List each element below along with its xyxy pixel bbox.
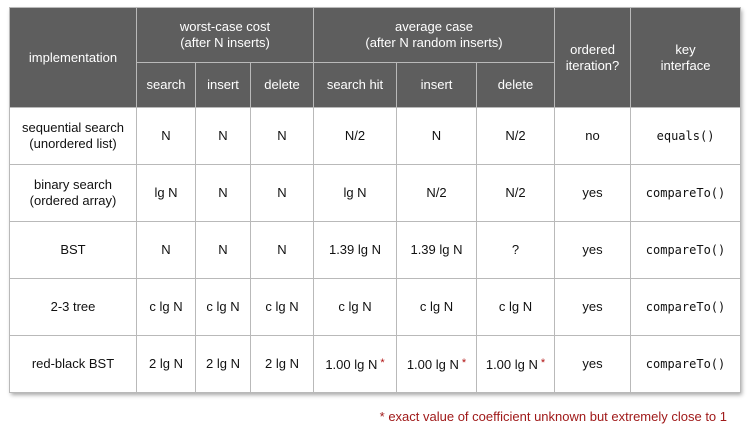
cell-ordered: no xyxy=(554,107,632,165)
cell-avg-insert: c lg N xyxy=(396,278,477,336)
cell-key: equals() xyxy=(630,107,742,165)
cell-avg-delete: ? xyxy=(475,221,556,279)
cell-wc-delete: 2 lg N xyxy=(250,335,314,393)
header-worst-case-line1: worst-case cost xyxy=(179,19,271,34)
cell-wc-insert: N xyxy=(195,107,251,165)
cell-avg-search-hit: lg N xyxy=(313,164,397,222)
cell-wc-search: c lg N xyxy=(136,278,196,336)
cell-wc-delete: N xyxy=(250,221,314,279)
cell-wc-search: N xyxy=(136,221,196,279)
cell-wc-insert: N xyxy=(195,221,251,279)
header-average-case-line2: (after N random inserts) xyxy=(365,35,503,50)
asterisk-mark: * xyxy=(380,357,385,369)
cell-implementation: 2-3 tree xyxy=(9,278,137,336)
header-key-line2: interface xyxy=(660,57,711,73)
cell-avg-search-hit: N/2 xyxy=(313,107,397,165)
cell-key: compareTo() xyxy=(630,221,742,279)
cell-key: compareTo() xyxy=(630,278,742,336)
header-worst-case-line2: (after N inserts) xyxy=(180,35,270,50)
table-header: implementation worst-case cost (after N … xyxy=(9,7,742,108)
subheader-wc-search: search xyxy=(136,62,196,108)
cell-key: compareTo() xyxy=(630,164,742,222)
avg-insert-value: 1.00 lg N xyxy=(406,357,459,372)
table-body: sequential search (unordered list) N N N… xyxy=(9,107,742,393)
cell-wc-delete: c lg N xyxy=(250,278,314,336)
cell-avg-insert: N xyxy=(396,107,477,165)
table-row: red-black BST 2 lg N 2 lg N 2 lg N 1.00 … xyxy=(9,335,742,393)
cell-avg-delete: N/2 xyxy=(475,164,556,222)
table-row: sequential search (unordered list) N N N… xyxy=(9,107,742,165)
cell-wc-search: N xyxy=(136,107,196,165)
cell-avg-insert: 1.00 lg N * xyxy=(396,335,477,393)
cell-avg-search-hit: c lg N xyxy=(313,278,397,336)
subheader-wc-delete: delete xyxy=(250,62,314,108)
impl-detail: (unordered list) xyxy=(29,136,117,151)
header-average-case-line1: average case xyxy=(394,19,474,34)
comparison-table: implementation worst-case cost (after N … xyxy=(9,7,742,393)
impl-detail: (ordered array) xyxy=(29,193,117,208)
cell-avg-insert: N/2 xyxy=(396,164,477,222)
asterisk-mark: * xyxy=(540,357,546,369)
header-worst-case: worst-case cost (after N inserts) xyxy=(136,7,314,63)
header-ordered-line2: iteration? xyxy=(565,57,620,73)
cell-avg-delete: 1.00 lg N * xyxy=(475,335,556,393)
cell-wc-insert: c lg N xyxy=(195,278,251,336)
header-key-interface: key interface xyxy=(630,7,742,108)
cell-key: compareTo() xyxy=(630,335,742,393)
avg-delete-value: 1.00 lg N xyxy=(485,357,538,372)
table-row: BST N N N 1.39 lg N 1.39 lg N ? yes comp… xyxy=(9,221,742,279)
cell-implementation: BST xyxy=(9,221,137,279)
cell-wc-insert: 2 lg N xyxy=(195,335,251,393)
cell-avg-search-hit: 1.39 lg N xyxy=(313,221,397,279)
symbol-table-summary: implementation worst-case cost (after N … xyxy=(9,7,742,393)
table-row: 2-3 tree c lg N c lg N c lg N c lg N c l… xyxy=(9,278,742,336)
avg-search-hit-value: 1.00 lg N xyxy=(325,357,378,372)
impl-name: binary search xyxy=(33,177,113,192)
cell-wc-search: lg N xyxy=(136,164,196,222)
asterisk-mark: * xyxy=(461,357,467,369)
cell-avg-delete: c lg N xyxy=(475,278,556,336)
cell-wc-delete: N xyxy=(250,107,314,165)
cell-implementation: sequential search (unordered list) xyxy=(9,107,137,165)
subheader-avg-insert: insert xyxy=(396,62,477,108)
cell-avg-search-hit: 1.00 lg N * xyxy=(313,335,397,393)
cell-ordered: yes xyxy=(554,164,632,222)
header-average-case: average case (after N random inserts) xyxy=(312,7,556,63)
impl-name: sequential search xyxy=(22,120,124,135)
footnote: * exact value of coefficient unknown but… xyxy=(379,409,727,424)
cell-wc-insert: N xyxy=(195,164,251,222)
cell-implementation: red-black BST xyxy=(9,335,137,393)
cell-avg-delete: N/2 xyxy=(475,107,556,165)
cell-wc-search: 2 lg N xyxy=(136,335,196,393)
cell-wc-delete: N xyxy=(250,164,314,222)
cell-ordered: yes xyxy=(554,221,632,279)
cell-ordered: yes xyxy=(554,335,632,393)
table-row: binary search (ordered array) lg N N N l… xyxy=(9,164,742,222)
header-ordered-iteration: ordered iteration? xyxy=(554,7,632,108)
header-ordered-line1: ordered xyxy=(570,41,615,57)
subheader-wc-insert: insert xyxy=(195,62,251,108)
cell-implementation: binary search (ordered array) xyxy=(9,164,137,222)
cell-avg-insert: 1.39 lg N xyxy=(396,221,477,279)
subheader-avg-delete: delete xyxy=(475,62,556,108)
subheader-avg-search-hit: search hit xyxy=(313,62,397,108)
header-key-line1: key xyxy=(675,41,696,57)
cell-ordered: yes xyxy=(554,278,632,336)
header-implementation: implementation xyxy=(9,7,137,108)
